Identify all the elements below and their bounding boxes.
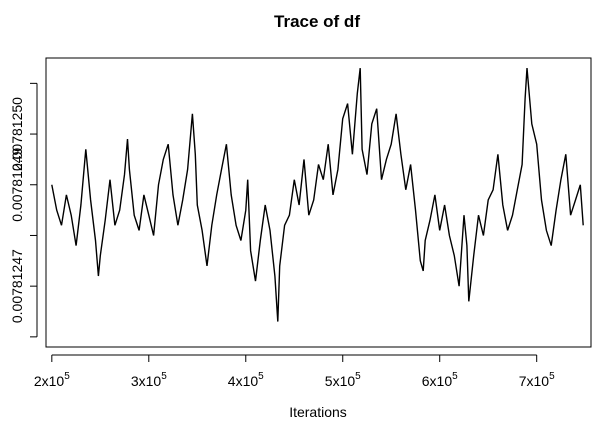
trace-line (51, 68, 584, 322)
plot-frame (45, 57, 592, 348)
y-tick-label: 0.00781249 (9, 148, 25, 222)
x-tick-label-base: 4x10 (228, 373, 259, 389)
x-tick-label-base: 3x10 (131, 373, 162, 389)
x-tick-label-exponent: 5 (452, 371, 458, 382)
x-tick-label: 3x105 (131, 371, 167, 389)
x-axis: 2x105 3x105 4x105 5x105 6x105 7x105 (34, 354, 555, 389)
y-tick-label: 0.00781250 (9, 97, 25, 171)
x-tick-label-base: 6x10 (422, 373, 453, 389)
x-tick-label-exponent: 5 (161, 371, 167, 382)
y-tick-label: 0.00781247 (9, 249, 25, 323)
x-tick-label-exponent: 5 (549, 371, 555, 382)
x-tick-label: 7x105 (519, 371, 555, 389)
series-layer (51, 68, 584, 322)
x-tick-label-exponent: 5 (258, 371, 264, 382)
x-tick-label: 6x105 (422, 371, 458, 389)
x-tick-label: 4x105 (228, 371, 264, 389)
x-tick-label-base: 2x10 (34, 373, 65, 389)
x-tick-label-base: 7x10 (519, 373, 550, 389)
x-tick-label-exponent: 5 (64, 371, 70, 382)
x-tick-label: 5x105 (325, 371, 361, 389)
x-axis-label: Iterations (289, 404, 347, 420)
chart-title: Trace of df (274, 12, 360, 31)
x-tick-label: 2x105 (34, 371, 70, 389)
x-tick-label-base: 5x10 (325, 373, 356, 389)
x-tick-label-exponent: 5 (355, 371, 361, 382)
